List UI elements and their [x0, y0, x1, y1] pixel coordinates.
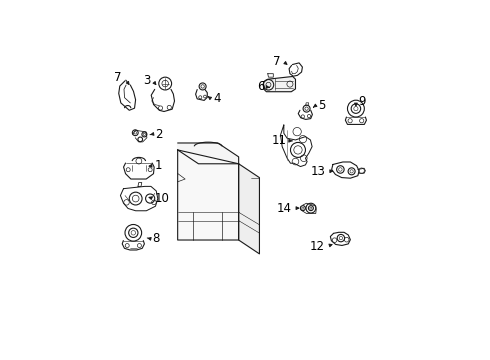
Text: 4: 4: [213, 92, 220, 105]
Polygon shape: [178, 150, 239, 240]
Polygon shape: [239, 164, 259, 254]
Text: 6: 6: [257, 81, 264, 94]
Polygon shape: [178, 143, 239, 164]
Text: 9: 9: [358, 95, 366, 108]
Polygon shape: [264, 76, 295, 92]
Text: 11: 11: [272, 134, 287, 147]
Text: 13: 13: [311, 165, 325, 178]
Text: 5: 5: [318, 99, 325, 112]
Text: 7: 7: [273, 55, 281, 68]
Text: 12: 12: [310, 240, 325, 253]
Text: 1: 1: [155, 159, 163, 172]
Text: 2: 2: [155, 128, 163, 141]
Text: 8: 8: [152, 232, 160, 245]
Text: 10: 10: [155, 192, 170, 205]
Text: 7: 7: [115, 71, 122, 84]
Text: 14: 14: [277, 202, 292, 215]
Text: 3: 3: [143, 74, 150, 87]
